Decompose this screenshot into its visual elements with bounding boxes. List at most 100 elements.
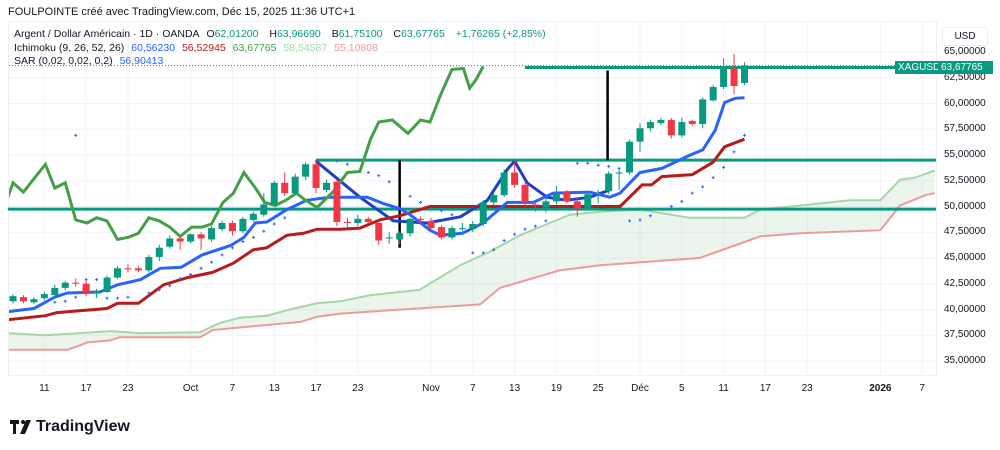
candle-up — [615, 172, 623, 174]
time-tick-label: Nov — [422, 383, 440, 394]
time-tick-label: 23 — [801, 383, 813, 394]
sar-dot — [638, 218, 642, 222]
sar-dot — [387, 180, 391, 184]
candle-up — [145, 256, 153, 271]
candle-up — [626, 141, 634, 173]
price-tick-label: 57,50000 — [944, 123, 986, 135]
sar-dot — [711, 176, 715, 180]
ichimoku-span-a-line — [9, 169, 936, 337]
sar-dot — [335, 159, 339, 163]
legend-symbol[interactable]: Argent / Dollar Américain · 1D · OANDA — [14, 28, 200, 40]
ichimoku-kijun-value: 56,52945 — [181, 41, 226, 54]
candle-up — [458, 228, 466, 230]
time-tick-label: 25 — [592, 383, 604, 394]
time-tick-label: 17 — [80, 383, 92, 394]
price-tick-label: 35,00000 — [944, 355, 986, 366]
candle-up — [741, 65, 748, 83]
close-label: C — [393, 28, 402, 40]
candle-up — [500, 172, 508, 196]
time-tick-label: 11 — [39, 383, 50, 394]
candle-up — [40, 294, 48, 299]
close-value: 63,67765 — [401, 28, 445, 40]
candle-down — [19, 297, 27, 302]
tradingview-logo[interactable]: TradingView — [10, 418, 130, 436]
candle-down — [532, 204, 539, 206]
candle-down — [417, 218, 425, 220]
candle-down — [375, 222, 383, 241]
sar-dot — [701, 185, 705, 189]
sar-dot — [74, 295, 78, 299]
price-tick-label: 65,00000 — [944, 46, 986, 57]
ichimoku-label[interactable]: Ichimoku (9, 26, 52, 26) — [14, 41, 125, 54]
candle-up — [720, 68, 728, 88]
candle-up — [709, 87, 717, 101]
time-tick-label: 11 — [718, 383, 729, 394]
ichimoku-tenkan-value: 60,56230 — [131, 41, 176, 54]
sar-dot — [471, 251, 475, 255]
sar-dot — [544, 219, 548, 223]
candle-up — [260, 204, 268, 215]
candle-down — [343, 221, 351, 223]
legend-sar-row: SAR (0,02, 0,02, 0,2) 56,90413 — [14, 55, 550, 69]
time-tick-label: 13 — [509, 383, 521, 394]
sar-dot — [607, 164, 611, 168]
sar-dot — [178, 277, 182, 281]
sar-label[interactable]: SAR (0,02, 0,02, 0,2) — [14, 55, 113, 67]
candle-up — [469, 224, 477, 230]
price-tick-label: 55,00000 — [944, 149, 986, 160]
candle-up — [166, 238, 174, 247]
sar-dot — [116, 296, 119, 300]
price-tick-label: 50,00000 — [944, 200, 986, 212]
candle-up — [61, 282, 69, 288]
sar-dot — [366, 171, 370, 175]
sar-value: 56,90413 — [119, 55, 164, 67]
low-value: 61,75100 — [338, 28, 383, 40]
time-tick-label: 7 — [919, 383, 925, 394]
sar-dot — [74, 133, 78, 137]
sar-dot — [575, 161, 579, 165]
time-tick-label: 2026 — [869, 383, 892, 394]
candle-down — [511, 172, 519, 185]
time-tick-label: 17 — [759, 383, 771, 394]
sar-dot — [147, 291, 151, 295]
price-tick-label: 45,00000 — [944, 252, 986, 263]
candle-up — [542, 201, 550, 208]
candle-up — [187, 234, 195, 242]
candle-down — [281, 182, 289, 194]
candle-down — [82, 283, 90, 294]
sar-dot — [283, 216, 287, 220]
sar-dot — [126, 295, 130, 299]
chart-legend: Argent / Dollar Américain · 1D · OANDA O… — [14, 28, 550, 69]
sar-dot — [481, 251, 485, 255]
candle-down — [176, 238, 184, 242]
currency-button[interactable]: USD — [942, 27, 988, 46]
sar-dot — [586, 161, 590, 165]
open-label: O — [206, 28, 215, 40]
sar-dot — [513, 232, 517, 236]
candle-down — [573, 201, 581, 209]
candle-down — [437, 227, 445, 238]
time-tick-label: 17 — [310, 383, 322, 394]
price-tick-label: 52,50000 — [944, 174, 986, 186]
candle-down — [521, 184, 529, 203]
sar-dot — [534, 224, 537, 228]
candle-up — [657, 119, 665, 124]
candle-down — [667, 119, 675, 136]
candle-up — [270, 182, 278, 205]
candle-up — [584, 194, 592, 209]
chart-pane[interactable] — [8, 21, 937, 376]
ichimoku-span-b-line — [9, 192, 935, 351]
time-tick-label: 5 — [679, 383, 685, 394]
candle-up — [605, 173, 613, 192]
candle-down — [364, 218, 372, 222]
candle-up — [406, 218, 414, 234]
price-tick-label: 37,50000 — [944, 329, 986, 341]
candle-up — [218, 222, 226, 230]
open-value: 62,01200 — [214, 28, 259, 40]
candle-up — [114, 268, 121, 278]
sar-dot — [450, 213, 454, 217]
candle-down — [134, 268, 142, 271]
sar-dot — [502, 238, 506, 242]
candle-down — [730, 68, 738, 86]
